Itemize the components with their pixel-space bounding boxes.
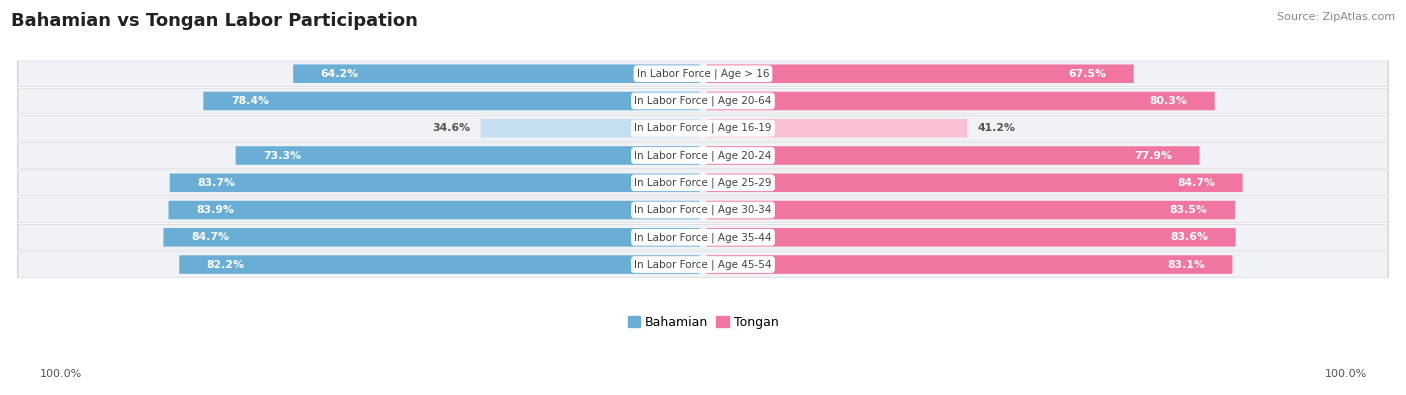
FancyBboxPatch shape <box>18 116 1388 141</box>
FancyBboxPatch shape <box>17 252 1389 278</box>
FancyBboxPatch shape <box>18 170 1388 195</box>
Text: In Labor Force | Age 35-44: In Labor Force | Age 35-44 <box>634 232 772 243</box>
Text: In Labor Force | Age 20-64: In Labor Force | Age 20-64 <box>634 96 772 106</box>
FancyBboxPatch shape <box>17 170 1389 196</box>
FancyBboxPatch shape <box>17 143 1389 169</box>
FancyBboxPatch shape <box>236 146 700 165</box>
FancyBboxPatch shape <box>294 64 700 83</box>
FancyBboxPatch shape <box>169 201 700 219</box>
Text: In Labor Force | Age 25-29: In Labor Force | Age 25-29 <box>634 177 772 188</box>
Text: 84.7%: 84.7% <box>191 232 229 242</box>
Text: 100.0%: 100.0% <box>39 369 82 379</box>
Text: 83.6%: 83.6% <box>1170 232 1208 242</box>
FancyBboxPatch shape <box>706 92 1215 110</box>
FancyBboxPatch shape <box>18 61 1388 86</box>
FancyBboxPatch shape <box>706 119 967 137</box>
Text: 80.3%: 80.3% <box>1149 96 1187 106</box>
FancyBboxPatch shape <box>17 88 1389 114</box>
Text: 83.7%: 83.7% <box>197 178 235 188</box>
Text: In Labor Force | Age > 16: In Labor Force | Age > 16 <box>637 68 769 79</box>
FancyBboxPatch shape <box>17 115 1389 141</box>
Text: In Labor Force | Age 20-24: In Labor Force | Age 20-24 <box>634 150 772 161</box>
Text: In Labor Force | Age 45-54: In Labor Force | Age 45-54 <box>634 259 772 270</box>
FancyBboxPatch shape <box>706 64 1133 83</box>
Text: 84.7%: 84.7% <box>1177 178 1215 188</box>
FancyBboxPatch shape <box>163 228 700 246</box>
Text: 83.1%: 83.1% <box>1167 260 1205 269</box>
Text: 73.3%: 73.3% <box>263 150 301 160</box>
FancyBboxPatch shape <box>170 173 700 192</box>
Text: 100.0%: 100.0% <box>1324 369 1367 379</box>
FancyBboxPatch shape <box>18 225 1388 250</box>
Text: In Labor Force | Age 16-19: In Labor Force | Age 16-19 <box>634 123 772 134</box>
Text: 64.2%: 64.2% <box>321 69 359 79</box>
FancyBboxPatch shape <box>18 143 1388 168</box>
FancyBboxPatch shape <box>706 228 1236 246</box>
Text: In Labor Force | Age 30-34: In Labor Force | Age 30-34 <box>634 205 772 215</box>
Text: Bahamian vs Tongan Labor Participation: Bahamian vs Tongan Labor Participation <box>11 12 418 30</box>
FancyBboxPatch shape <box>18 252 1388 277</box>
FancyBboxPatch shape <box>204 92 700 110</box>
FancyBboxPatch shape <box>18 198 1388 222</box>
Text: 67.5%: 67.5% <box>1069 69 1107 79</box>
FancyBboxPatch shape <box>706 201 1234 219</box>
Legend: Bahamian, Tongan: Bahamian, Tongan <box>623 311 783 334</box>
Text: 41.2%: 41.2% <box>977 123 1015 133</box>
Text: 83.9%: 83.9% <box>195 205 233 215</box>
FancyBboxPatch shape <box>481 119 700 137</box>
FancyBboxPatch shape <box>706 255 1233 274</box>
FancyBboxPatch shape <box>706 146 1199 165</box>
FancyBboxPatch shape <box>18 88 1388 113</box>
Text: 82.2%: 82.2% <box>207 260 245 269</box>
FancyBboxPatch shape <box>706 173 1243 192</box>
FancyBboxPatch shape <box>17 197 1389 223</box>
FancyBboxPatch shape <box>17 61 1389 87</box>
FancyBboxPatch shape <box>180 255 700 274</box>
FancyBboxPatch shape <box>17 224 1389 250</box>
Text: 78.4%: 78.4% <box>231 96 269 106</box>
Text: Source: ZipAtlas.com: Source: ZipAtlas.com <box>1277 12 1395 22</box>
Text: 77.9%: 77.9% <box>1135 150 1173 160</box>
Text: 34.6%: 34.6% <box>432 123 470 133</box>
Text: 83.5%: 83.5% <box>1170 205 1208 215</box>
